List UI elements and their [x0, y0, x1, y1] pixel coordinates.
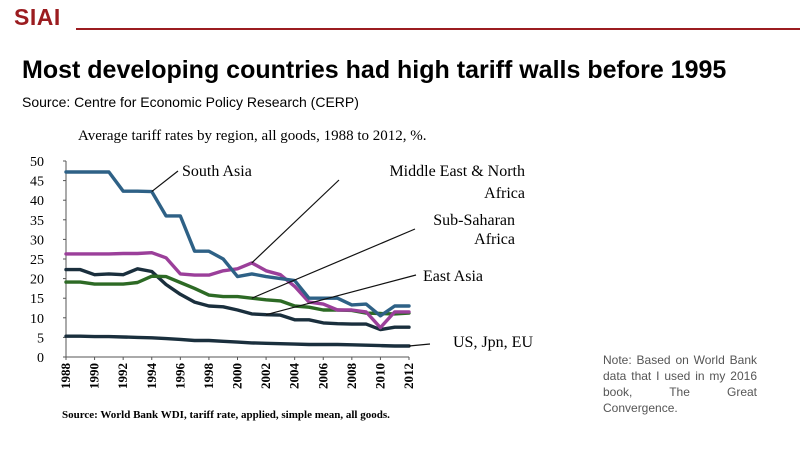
annotation-label-sub-saharan-africa: Sub-Saharan: [433, 212, 515, 229]
x-tick-label: 2004: [287, 363, 302, 390]
y-tick-label: 35: [30, 214, 44, 229]
header-rule: [76, 28, 800, 30]
y-tick-label: 15: [30, 292, 44, 307]
y-tick-label: 20: [30, 273, 44, 288]
series-line-middle-east-north-africa: [64, 251, 411, 330]
series-line-us-jpn-eu: [64, 334, 411, 348]
annotation-label-middle-east-north-africa: Africa: [484, 185, 525, 202]
annotation-label-sub-saharan-africa: Africa: [474, 231, 515, 248]
chart-footnote: Source: World Bank WDI, tariff rate, app…: [62, 409, 390, 421]
series-line-sub-saharan-africa: [64, 274, 411, 316]
x-tick-label: 2002: [258, 363, 273, 389]
x-tick-label: 1994: [144, 363, 159, 390]
y-tick-label: 5: [37, 331, 44, 346]
annotation-label-east-asia: East Asia: [423, 268, 483, 285]
chart-title: Average tariff rates by region, all good…: [78, 128, 427, 144]
y-tick-label: 25: [30, 253, 44, 268]
y-tick-label: 50: [30, 155, 44, 170]
annotation-pointer-east-asia: [265, 274, 417, 316]
y-tick-label: 30: [30, 233, 44, 248]
y-tick-label: 0: [37, 351, 44, 366]
series-line-east-asia: [64, 267, 411, 332]
x-tick-label: 2010: [372, 363, 387, 389]
annotation-pointer-south-asia: [151, 170, 179, 193]
x-tick-label: 1990: [87, 363, 102, 389]
annotation-pointer-us-jpn-eu: [408, 343, 431, 347]
brand-logo: SIAI: [14, 4, 61, 30]
y-tick-label: 45: [30, 175, 44, 190]
annotation-label-us-jpn-eu: US, Jpn, EU: [453, 334, 533, 351]
slide-title: Most developing countries had high tarif…: [22, 56, 727, 84]
x-tick-label: 2012: [401, 363, 416, 389]
x-tick-label: 2000: [230, 363, 245, 389]
y-tick-label: 10: [30, 312, 44, 327]
x-tick-label: 2008: [344, 363, 359, 390]
slide-source: Source: Centre for Economic Policy Resea…: [22, 94, 359, 110]
x-tick-label: 2006: [315, 363, 330, 390]
source-note: Note: Based on World Bank data that I us…: [603, 353, 757, 415]
y-tick-label: 40: [30, 194, 44, 209]
annotation-pointer-sub-saharan-africa: [251, 228, 416, 299]
annotation-label-middle-east-north-africa: Middle East & North: [389, 163, 525, 180]
annotation-pointer-middle-east-north-africa: [251, 179, 340, 264]
annotation-label-south-asia: South Asia: [182, 163, 252, 180]
x-tick-label: 1992: [115, 363, 130, 389]
x-tick-label: 1996: [172, 363, 187, 390]
x-tick-label: 1988: [58, 363, 73, 390]
x-tick-label: 1998: [201, 363, 216, 390]
series-line-south-asia: [64, 170, 411, 318]
